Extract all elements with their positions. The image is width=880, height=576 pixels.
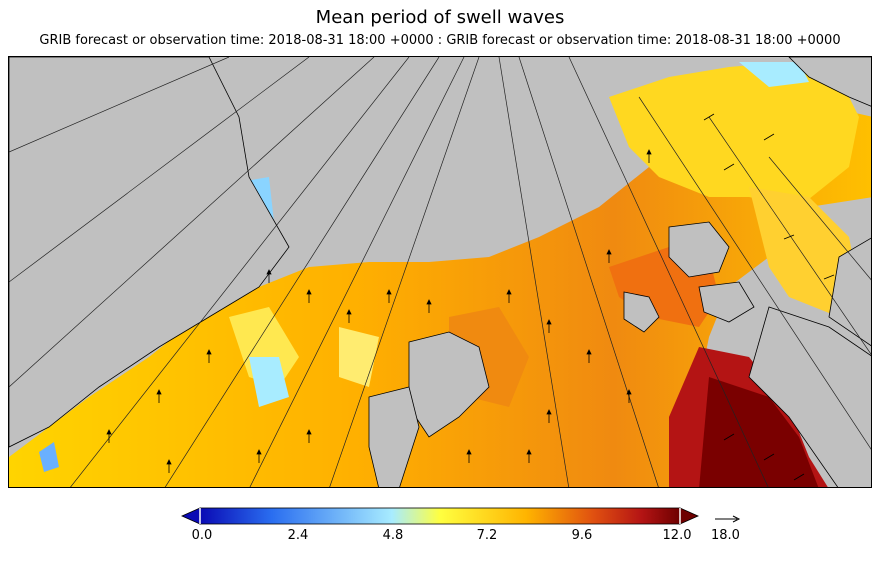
- reference-vector-arrow-icon: [715, 515, 741, 523]
- colorbar-min-extend-arrow: [181, 507, 201, 525]
- reference-vector-label: 18.0: [711, 528, 740, 543]
- colorbar-tick-label: 7.2: [476, 528, 498, 543]
- colorbar-tick-label: 12.0: [662, 528, 692, 543]
- colorbar-tick-label: 4.8: [382, 528, 404, 543]
- chart-title: Mean period of swell waves: [315, 7, 565, 28]
- colorbar-max-extend-arrow: [679, 507, 699, 525]
- colorbar: [180, 506, 700, 546]
- swell-direction-arrows: [106, 113, 835, 481]
- colorbar-tick-label: 2.4: [287, 528, 309, 543]
- graticule: [9, 57, 871, 487]
- swell-period-field: [9, 62, 871, 487]
- map-panel: [8, 56, 872, 488]
- colorbar-tick-label: 9.6: [571, 528, 593, 543]
- colorbar-tick-label: 0.0: [191, 528, 213, 543]
- chart-subtitle: GRIB forecast or observation time: 2018-…: [39, 33, 841, 48]
- colorbar-gradient: [199, 507, 681, 525]
- landmasses: [9, 57, 871, 487]
